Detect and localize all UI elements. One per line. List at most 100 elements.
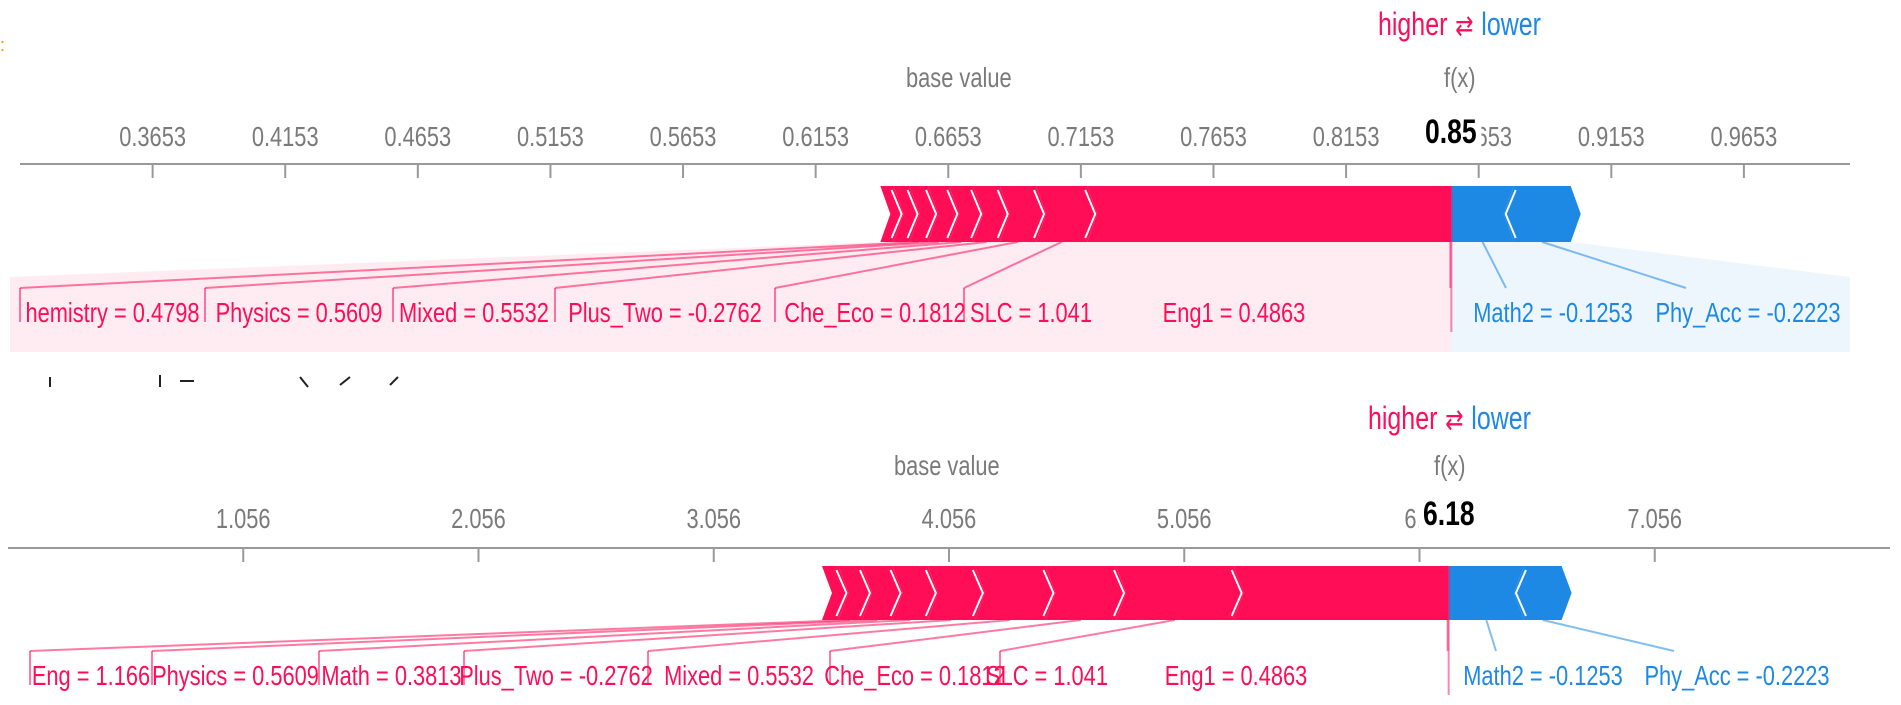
- tick-label: 5.056: [1157, 503, 1212, 534]
- force-plot-top: higher ⇄ lower base value f(x) 0.3653 0.415…: [10, 6, 1850, 352]
- leader-line: [392, 241, 962, 289]
- swap-arrows-icon: ⇄: [1445, 404, 1464, 435]
- leader-line: [1481, 241, 1507, 289]
- segment-separator: [925, 189, 938, 239]
- fx-value-backdrop: [1421, 116, 1482, 152]
- tick-label: 0.9153: [1578, 121, 1645, 152]
- segment-separator: [890, 189, 903, 239]
- tick-label: 0.5153: [517, 121, 584, 152]
- segment-separator: [906, 189, 919, 239]
- leader-line: [204, 241, 939, 289]
- negative-fade: [1451, 242, 1850, 352]
- feature-label: Eng1 = 0.4863: [1165, 660, 1308, 691]
- leader-line: [1485, 619, 1497, 652]
- negative-feature-bar: [1451, 186, 1514, 242]
- leader-line: [318, 619, 911, 652]
- edge-mark: :: [0, 35, 6, 55]
- segment-separator: [1504, 189, 1517, 239]
- negative-feature-bar: [1448, 566, 1524, 620]
- feature-label: SLC = 1.041: [986, 660, 1108, 691]
- feature-label: Math2 = -0.1253: [1463, 660, 1623, 691]
- feature-label: Physics = 0.5609: [216, 297, 383, 328]
- tick-label: 0.7653: [1180, 121, 1247, 152]
- feature-label: Eng = 1.166: [32, 660, 150, 691]
- feature-label: Physics = 0.5609: [152, 660, 319, 691]
- segment-separator: [1113, 569, 1126, 617]
- tick-label: 0.3653: [119, 121, 186, 152]
- force-plot-svg: 0.3653 0.4153 0.4653 0.5153 0.5653 0.6153 0.66…: [10, 116, 1850, 352]
- segment-separator: [859, 569, 872, 617]
- leader-line: [29, 619, 851, 652]
- positive-feature-bar: [974, 566, 1056, 620]
- leader-line: [647, 619, 1011, 652]
- tick-label: 0.6653: [915, 121, 982, 152]
- feature-label: Mixed = 0.5532: [399, 297, 549, 328]
- legend-higher: higher: [1378, 6, 1448, 42]
- leader-line: [554, 241, 987, 289]
- fx-value: 6.18: [1422, 495, 1475, 533]
- positive-feature-bar: [821, 566, 849, 620]
- base-value-label: base value: [894, 450, 1000, 481]
- tick-label: 1.056: [216, 503, 271, 534]
- leader-line: [19, 241, 919, 289]
- leader-line: [151, 619, 878, 652]
- segment-separator: [924, 569, 937, 617]
- positive-feature-bar: [861, 566, 903, 620]
- fx-label: f(x): [1434, 450, 1466, 481]
- tick-label: 0.4653: [384, 121, 451, 152]
- feature-label: Eng1 = 0.4863: [1163, 297, 1306, 328]
- positive-feature-bar: [892, 566, 938, 620]
- positive-feature-bar: [973, 186, 1010, 242]
- tick-label: 0.7153: [1047, 121, 1114, 152]
- feature-label: SLC = 1.041: [970, 297, 1092, 328]
- leader-line: [829, 619, 1081, 652]
- feature-label: Mixed = 0.5532: [664, 660, 814, 691]
- segment-separator: [1084, 189, 1097, 239]
- force-plot-bottom: higher ⇄ lower base value f(x) 1.056 2.056 3…: [0, 380, 1901, 705]
- tick-label: 0.5653: [650, 121, 717, 152]
- tick-label: 3.056: [686, 503, 741, 534]
- feature-label: Che_Eco = 0.1812: [784, 297, 965, 328]
- segment-separator: [996, 189, 1009, 239]
- positive-feature-bar: [1233, 566, 1449, 620]
- negative-feature-bar: [1513, 566, 1572, 620]
- feature-label: Math2 = -0.1253: [1473, 297, 1633, 328]
- positive-feature-bar: [1036, 186, 1098, 242]
- swap-arrows-icon: ⇄: [1455, 10, 1474, 41]
- segment-separator: [889, 569, 902, 617]
- feature-label: hemistry = 0.4798: [25, 297, 199, 328]
- feature-label: Math = 0.3813: [321, 660, 461, 691]
- leader-line: [999, 619, 1176, 652]
- positive-feature-bar: [1087, 186, 1452, 242]
- legend-lower: lower: [1471, 400, 1531, 436]
- stray-marks: [49, 375, 399, 388]
- positive-feature-bar: [1045, 566, 1127, 620]
- segment-separator: [1033, 189, 1046, 239]
- fx-value: 0.85: [1425, 113, 1478, 151]
- tick-label: 0.9653: [1711, 121, 1778, 152]
- positive-feature-bar: [1116, 566, 1244, 620]
- feature-label: Phy_Acc = -0.2223: [1644, 660, 1829, 691]
- positive-feature-bar: [893, 186, 920, 242]
- tick-label: 2.056: [451, 503, 506, 534]
- tick-label: 7.056: [1627, 503, 1682, 534]
- segment-separator: [1514, 569, 1527, 617]
- feature-label: Plus_Two = -0.2762: [568, 297, 762, 328]
- segment-separator: [946, 189, 959, 239]
- tick-label: 0.4153: [252, 121, 319, 152]
- base-value-label: base value: [906, 62, 1012, 93]
- positive-feature-bar: [999, 186, 1047, 242]
- segment-separator: [971, 569, 984, 617]
- feature-label: Plus_Two = -0.2762: [459, 660, 653, 691]
- segment-separator: [1230, 569, 1243, 617]
- leader-line: [1542, 619, 1675, 652]
- tick-label: 4.056: [922, 503, 977, 534]
- tick-label: 0.8153: [1313, 121, 1380, 152]
- negative-feature-bar: [1503, 186, 1581, 242]
- positive-feature-bar: [880, 186, 904, 242]
- segment-separator: [835, 569, 848, 617]
- fx-value-backdrop: [1418, 498, 1479, 534]
- legend: higher ⇄ lower: [1368, 400, 1531, 437]
- leader-line: [963, 241, 1063, 289]
